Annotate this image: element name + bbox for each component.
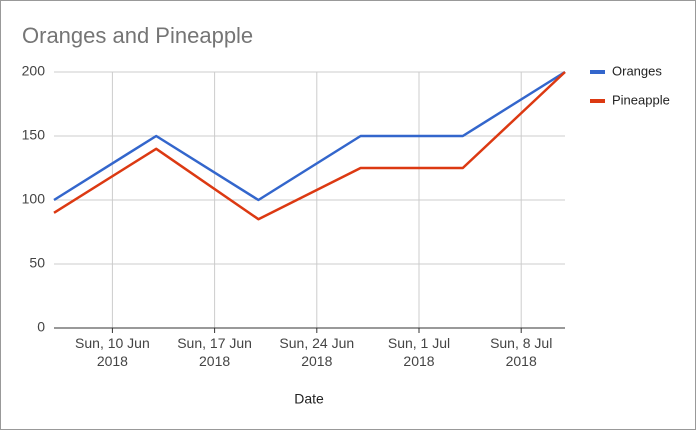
chart-title: Oranges and Pineapple [22,23,253,48]
x-tick-label-line: Sun, 10 Jun [75,335,150,351]
x-tick-label-line: Sun, 17 Jun [177,335,252,351]
legend-label: Pineapple [612,92,670,107]
y-tick-label: 100 [22,191,46,207]
y-tick-label: 50 [29,255,45,271]
series-line [53,70,566,202]
x-tick-label: Sun, 17 Jun 2018 [177,335,252,369]
x-tick-label: Sun, 1 Jul 2018 [388,335,450,369]
y-tick-label: 200 [22,63,46,79]
y-tick-label: 0 [37,319,45,335]
x-axis-title: Date [294,391,324,407]
y-tick-label: 150 [22,127,46,143]
x-tick-label-line: Sun, 24 Jun [279,335,354,351]
x-tick-label-line: 2018 [403,353,434,369]
x-tick-label-line: Sun, 1 Jul [388,335,450,351]
series-line [53,71,566,221]
x-tick-label-line: 2018 [199,353,230,369]
x-tick-label: Sun, 8 Jul 2018 [490,335,552,369]
x-tick-label: Sun, 24 Jun 2018 [279,335,354,369]
x-tick-label-line: 2018 [97,353,128,369]
x-tick-label-line: 2018 [506,353,537,369]
x-tick-label-line: Sun, 8 Jul [490,335,552,351]
x-tick-label: Sun, 10 Jun 2018 [75,335,150,369]
legend-label: Oranges [612,63,662,78]
x-tick-label-line: 2018 [301,353,332,369]
